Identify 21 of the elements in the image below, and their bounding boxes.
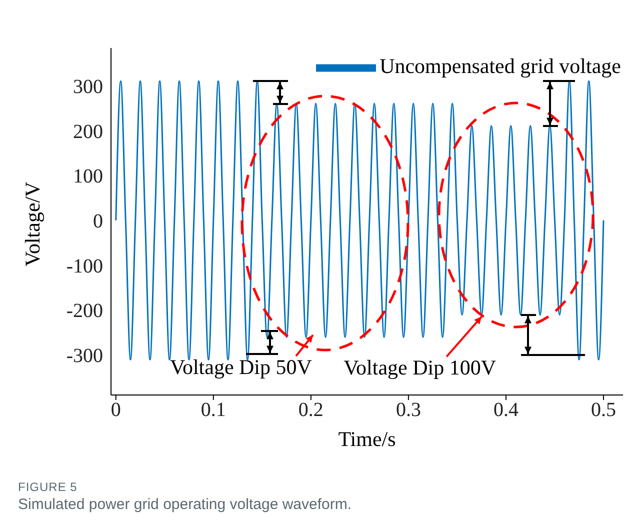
text: Simulated power grid operating voltage waveform.: [18, 496, 353, 513]
y-tick-label: 300: [73, 76, 103, 98]
y-tick-label: -200: [66, 300, 103, 322]
y-tick-label: 200: [73, 120, 103, 143]
caption: FIGURE 5: [18, 480, 78, 494]
x-axis-title: Time/s: [338, 427, 396, 451]
annotation: Voltage Dip 100V: [344, 356, 496, 380]
y-axis-title: Voltage/V: [20, 182, 44, 266]
x-tick-label: 0.5: [590, 399, 616, 422]
x-tick-label: 0: [110, 399, 121, 422]
y-tick-label: 100: [73, 166, 103, 188]
x-tick-label: 0.3: [396, 399, 421, 422]
line-series: [115, 80, 604, 360]
y-tick-label: -300: [66, 344, 103, 367]
x-tick-label: 0.1: [200, 399, 226, 422]
y-tick-label: 0: [93, 210, 103, 232]
legend-label: Uncompensated grid voltage: [380, 54, 621, 78]
y-tick-label: -100: [66, 255, 103, 278]
x-tick-label: 0.4: [493, 399, 518, 422]
x-tick-label: 0.2: [298, 399, 324, 422]
annotation: Voltage Dip 50V: [170, 355, 312, 379]
